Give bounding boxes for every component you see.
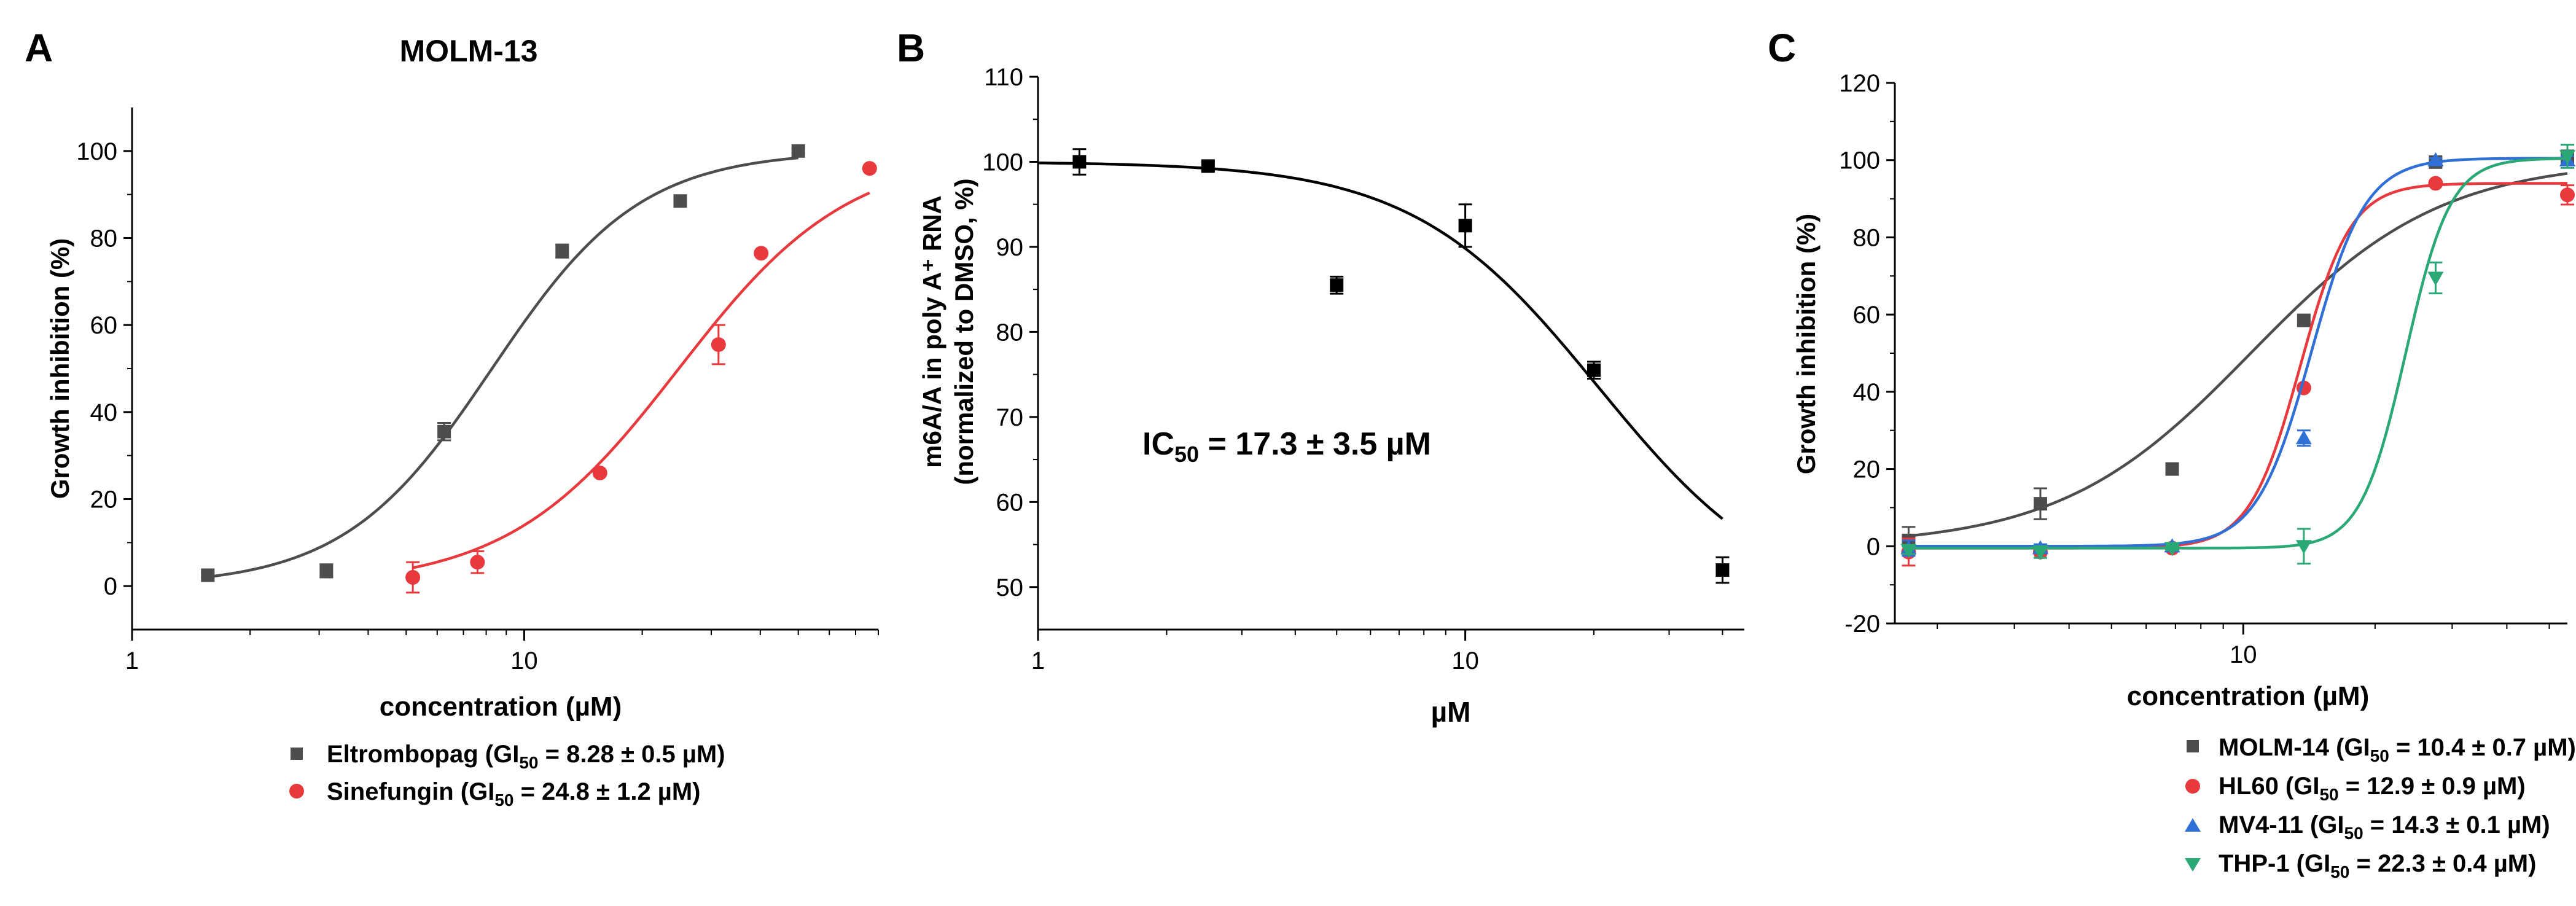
eltrombopag-data-point: [673, 194, 687, 208]
sinefungin-data-point: [592, 466, 607, 480]
thp-1-data-point: [2559, 150, 2575, 165]
eltrombopag-fit-curve: [208, 156, 798, 579]
panel-c-y-tick-label: 60: [1853, 302, 1881, 329]
sinefungin-data-point: [862, 161, 877, 176]
legend-marker-eltrombopag: [291, 748, 303, 760]
thp-1-data-point: [2295, 540, 2312, 555]
molm-14-fit-curve: [1908, 172, 2568, 537]
panel-c-y-tick-label: -20: [1844, 611, 1880, 638]
sinefungin-data-point: [711, 337, 726, 353]
legend-c: MOLM-14 (GI50 = 10.4 ± 0.7 µM) HL60 (GI5…: [2185, 734, 2576, 881]
panel-a-y-tick-label: 0: [104, 573, 117, 600]
panel-b-y-tick-label: 90: [996, 234, 1024, 261]
y-axis-label-a: Growth inhibition (%): [45, 238, 74, 499]
legend-label-eltrombopag: Eltrombopag (GI50 = 8.28 ± 0.5 µM): [327, 741, 725, 772]
panel-b-y-tick-label: 80: [996, 319, 1024, 346]
eltrombopag-data-point: [437, 424, 451, 439]
thp-1-data-point: [2032, 545, 2048, 560]
legend-label-hl60: HL60 (GI50 = 12.9 ± 0.9 µM): [2219, 773, 2526, 804]
series-data-point: [1330, 278, 1344, 292]
panel-b: B µM m6A/A in poly A⁺ RNA (normalized to…: [897, 26, 1744, 728]
eltrombopag-data-point: [319, 564, 334, 578]
legend-marker-mv4-11: [2185, 818, 2201, 832]
panel-b-y-tick-label: 50: [996, 574, 1024, 601]
panel-a-y-tick-label: 100: [76, 138, 117, 165]
panel-a-y-tick-label: 80: [90, 225, 118, 252]
panel-c-x-tick-label: 10: [2230, 641, 2257, 668]
panel-c: C concentration (µM) Growth inhibition (…: [1768, 26, 2576, 881]
series-data-point: [1458, 219, 1472, 233]
panel-b-y-tick-label: 110: [984, 64, 1023, 91]
x-axis-label-a: concentration (µM): [380, 692, 622, 722]
mv4-11-data-point: [2427, 152, 2444, 166]
y-axis-label-b-line2: (normalized to DMSO, %): [950, 178, 978, 485]
ic50-annotation: IC50 = 17.3 ± 3.5 µM: [1142, 426, 1431, 467]
legend-a: Eltrombopag (GI50 = 8.28 ± 0.5 µM) Sinef…: [289, 741, 725, 810]
y-axis-label-b-line1: m6A/A in poly A⁺ RNA: [918, 195, 946, 468]
legend-label-mv4-11: MV4-11 (GI50 = 14.3 ± 0.1 µM): [2219, 811, 2550, 843]
molm-14-data-point: [2165, 462, 2179, 476]
molm-14-data-point: [2297, 313, 2311, 327]
panel-letter-c: C: [1768, 26, 1796, 70]
panel-c-y-tick-label: 100: [1839, 147, 1880, 174]
panel-a-y-tick-label: 20: [90, 486, 118, 514]
thp-1-data-point: [1900, 544, 1917, 558]
hl60-data-point: [2428, 176, 2443, 191]
panel-a-y-tick-label: 60: [90, 312, 118, 339]
thp-1-data-point: [2164, 542, 2180, 556]
panel-b-x-tick-label: 1: [1031, 647, 1045, 674]
legend-label-molm-14: MOLM-14 (GI50 = 10.4 ± 0.7 µM): [2219, 734, 2576, 765]
panel-c-y-tick-label: 40: [1853, 379, 1881, 406]
y-axis-label-c: Growth inhibition (%): [1792, 214, 1821, 475]
eltrombopag-data-point: [555, 244, 569, 258]
panel-c-y-tick-label: 120: [1839, 70, 1880, 97]
legend-marker-hl60: [2185, 779, 2200, 794]
molm-14-data-point: [2033, 497, 2047, 511]
eltrombopag-data-point: [791, 144, 805, 158]
panel-b-y-tick-label: 60: [996, 489, 1024, 516]
legend-label-sinefungin: Sinefungin (GI50 = 24.8 ± 1.2 µM): [327, 778, 701, 810]
panel-a-x-tick-label: 10: [510, 647, 538, 674]
mv4-11-data-point: [2295, 430, 2312, 445]
series-data-point: [1201, 159, 1215, 173]
hl60-data-point: [2560, 187, 2575, 203]
legend-marker-thp-1: [2185, 858, 2201, 872]
panel-c-y-tick-label: 20: [1853, 456, 1881, 483]
series-data-point: [1072, 155, 1087, 169]
legend-marker-molm-14: [2187, 740, 2199, 752]
panel-a: A MOLM-13 concentration (µM) Growth inhi…: [25, 26, 879, 810]
sinefungin-data-point: [754, 246, 769, 261]
series-data-point: [1715, 563, 1730, 577]
panel-letter-b: B: [897, 26, 925, 70]
panel-c-y-tick-label: 80: [1853, 224, 1881, 251]
thp-1-data-point: [2427, 271, 2444, 286]
legend-marker-sinefungin: [289, 784, 304, 799]
eltrombopag-data-point: [201, 568, 215, 582]
legend-label-thp-1: THP-1 (GI50 = 22.3 ± 0.4 µM): [2219, 850, 2536, 881]
panel-letter-a: A: [25, 26, 53, 70]
panel-b-x-tick-label: 10: [1451, 647, 1479, 674]
panel-b-y-tick-label: 100: [982, 149, 1023, 176]
chart-title-a: MOLM-13: [400, 34, 538, 68]
x-axis-label-c: concentration (µM): [2127, 681, 2369, 711]
x-axis-label-b: µM: [1431, 696, 1471, 728]
mv4-11-fit-curve: [1908, 157, 2567, 548]
panel-a-y-tick-label: 40: [90, 399, 118, 426]
panel-c-y-tick-label: 0: [1867, 533, 1880, 560]
panel-a-x-tick-label: 1: [125, 647, 139, 674]
sinefungin-data-point: [470, 555, 485, 570]
thp-1-fit-curve: [1908, 157, 2568, 550]
panel-b-y-tick-label: 70: [996, 404, 1024, 431]
series-fit-curve: [1037, 161, 1723, 520]
sinefungin-fit-curve: [412, 191, 870, 569]
sinefungin-data-point: [405, 570, 421, 585]
series-data-point: [1587, 363, 1601, 377]
